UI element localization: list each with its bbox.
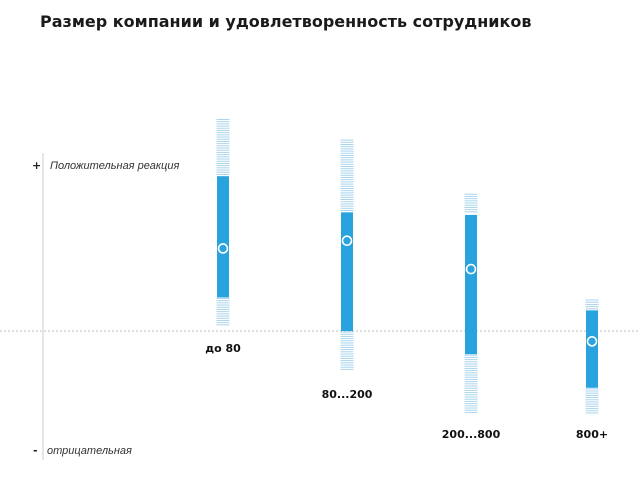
lower-whisker-2 [464, 354, 478, 413]
lower-whisker-3 [585, 388, 599, 414]
upper-whisker-3 [585, 299, 599, 310]
range-bar-0 [217, 176, 229, 298]
mean-marker-0 [217, 243, 229, 254]
y-axis-negative-sign: - [33, 444, 38, 457]
chart-title: Размер компании и удовлетворенность сотр… [40, 12, 532, 31]
category-label-0: до 80 [205, 342, 241, 355]
y-axis-negative-label: отрицательная [47, 445, 132, 457]
category-label-3: 800+ [576, 428, 608, 441]
mean-marker-3 [586, 336, 598, 347]
range-series: до 80 80...200 200...800 800+ [205, 118, 608, 441]
y-axis-positive-sign: + [32, 159, 41, 172]
range-bar-2 [465, 214, 477, 355]
mean-marker-1 [341, 235, 353, 246]
category-label-1: 80...200 [322, 388, 373, 401]
y-axis-positive-label: Положительная реакция [50, 160, 179, 172]
category-label-2: 200...800 [442, 428, 501, 441]
mean-marker-2 [465, 263, 477, 275]
upper-whisker-2 [464, 193, 478, 213]
range-bar-1 [341, 212, 353, 331]
upper-whisker-0 [216, 118, 230, 175]
lower-whisker-1 [340, 331, 354, 370]
upper-whisker-1 [340, 139, 354, 211]
lower-whisker-0 [216, 297, 230, 326]
range-bar-3 [586, 310, 598, 388]
